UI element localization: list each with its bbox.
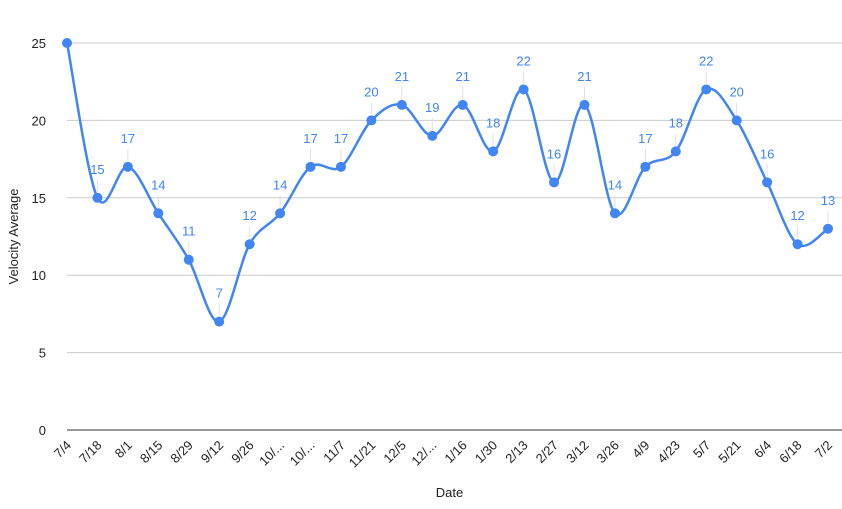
data-label: 20 <box>729 84 743 99</box>
x-tick-label: 1/30 <box>472 438 501 467</box>
data-point <box>62 38 72 48</box>
data-label: 17 <box>303 131 317 146</box>
data-point <box>731 115 742 126</box>
data-point <box>153 208 164 219</box>
y-tick-label: 0 <box>39 423 46 438</box>
data-point <box>823 223 833 234</box>
x-tick-label: 6/18 <box>776 438 805 467</box>
y-tick-label: 25 <box>32 36 46 51</box>
x-tick-label: 9/12 <box>198 438 227 467</box>
data-point <box>366 115 377 126</box>
data-point <box>305 161 316 172</box>
data-point <box>488 146 499 157</box>
x-axis-ticks: 7/4 7/18 8/1 8/15 8/29 9/12 9/26 10/... 10/... 11… <box>51 438 835 471</box>
data-label: 12 <box>790 208 804 223</box>
x-tick-label: 8/29 <box>167 438 196 467</box>
data-point <box>335 161 346 172</box>
data-point <box>457 99 468 110</box>
data-label: 17 <box>121 131 135 146</box>
x-tick-label: 10/... <box>287 438 318 469</box>
data-label: 22 <box>516 53 530 68</box>
data-label: 14 <box>273 177 287 192</box>
label-leaders <box>96 71 829 316</box>
data-point <box>640 161 651 172</box>
y-axis-title: Velocity Average <box>6 189 21 285</box>
x-tick-label: 2/13 <box>502 438 531 467</box>
x-tick-label: 7/4 <box>51 438 74 461</box>
x-tick-label: 5/7 <box>690 438 713 461</box>
data-label: 13 <box>821 193 835 208</box>
x-tick-label: 9/26 <box>228 438 257 467</box>
data-label: 7 <box>216 286 223 301</box>
data-label: 17 <box>638 131 652 146</box>
x-tick-label: 8/15 <box>137 438 166 467</box>
data-label: 11 <box>182 224 196 239</box>
x-tick-label: 1/16 <box>441 438 470 467</box>
x-tick-label: 3/26 <box>594 438 623 467</box>
data-point <box>244 239 255 250</box>
y-axis-ticks: 0 5 10 15 20 25 <box>32 36 46 438</box>
data-point <box>701 84 712 95</box>
data-point <box>579 99 590 110</box>
data-point <box>549 177 560 188</box>
data-label: 22 <box>699 53 713 68</box>
data-point <box>214 316 225 327</box>
data-point <box>183 254 194 265</box>
x-tick-label: 7/18 <box>76 438 105 467</box>
data-label: 15 <box>90 162 104 177</box>
y-tick-label: 15 <box>32 191 46 206</box>
series-line <box>65 42 829 323</box>
data-point <box>762 177 773 188</box>
data-point <box>396 99 407 110</box>
data-label: 14 <box>608 177 622 192</box>
x-tick-label: 2/27 <box>533 438 562 467</box>
data-label: 18 <box>486 115 500 130</box>
data-labels: 15 17 14 11 7 12 14 17 17 20 21 19 21 18 22 16 21 14 17 18 2… <box>90 53 835 300</box>
data-label: 17 <box>334 131 348 146</box>
data-label: 12 <box>242 208 256 223</box>
data-point <box>609 208 620 219</box>
data-label: 16 <box>760 146 774 161</box>
x-tick-label: 12/5 <box>380 438 409 467</box>
x-tick-label: 6/4 <box>751 438 774 461</box>
x-tick-label: 12/... <box>408 438 439 469</box>
data-point <box>670 146 681 157</box>
data-point <box>122 161 133 172</box>
x-tick-label: 4/9 <box>629 438 652 461</box>
data-label: 21 <box>577 69 591 84</box>
data-label: 19 <box>425 100 439 115</box>
y-tick-label: 5 <box>39 346 46 361</box>
data-label: 16 <box>547 146 561 161</box>
data-label: 18 <box>669 115 683 130</box>
data-point <box>275 208 286 219</box>
x-tick-label: 7/2 <box>812 438 835 461</box>
y-tick-label: 10 <box>32 268 46 283</box>
data-point <box>792 239 803 250</box>
y-tick-label: 20 <box>32 113 46 128</box>
data-point <box>427 130 438 141</box>
data-label: 20 <box>364 84 378 99</box>
x-tick-label: 3/12 <box>563 438 592 467</box>
data-points <box>62 38 833 327</box>
data-label: 21 <box>395 69 409 84</box>
x-tick-label: 10/... <box>256 438 287 469</box>
x-tick-label: 11/21 <box>346 438 379 471</box>
data-point <box>518 84 529 95</box>
x-axis-title: Date <box>436 485 463 500</box>
x-tick-label: 4/23 <box>654 438 683 467</box>
x-tick-label: 8/1 <box>112 438 135 461</box>
data-point <box>92 192 103 203</box>
data-label: 14 <box>151 177 165 192</box>
x-tick-label: 11/7 <box>320 438 348 466</box>
x-tick-label: 5/21 <box>715 438 744 467</box>
data-label: 21 <box>455 69 469 84</box>
